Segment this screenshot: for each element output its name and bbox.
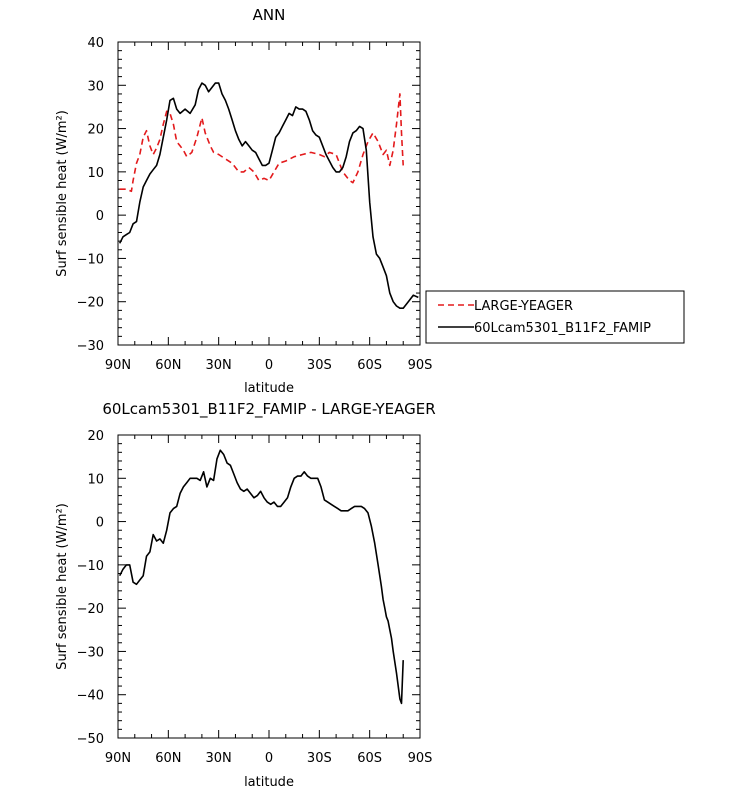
y-tick-label: −40	[77, 689, 104, 704]
x-tick-label: 90S	[408, 358, 433, 373]
y-tick-label: 20	[87, 429, 104, 444]
x-tick-label: 30S	[307, 358, 332, 373]
x-tick-label: 60S	[357, 358, 382, 373]
x-tick-label: 30N	[206, 358, 232, 373]
chart-title: 60Lcam5301_B11F2_FAMIP - LARGE-YEAGER	[102, 400, 435, 419]
y-tick-label: −20	[77, 296, 104, 311]
y-tick-label: −50	[77, 732, 104, 747]
y-tick-label: −30	[77, 645, 104, 660]
chart-panel-1: ANN −30 −20 −10 0 10 20 30 40 90N 60N 30N 0 30S 60S 90S…	[55, 6, 685, 396]
legend-label: LARGE-YEAGER	[474, 299, 573, 314]
series-line-2	[118, 82, 419, 310]
x-tick-label: 90N	[105, 751, 131, 766]
x-tick-label: 90N	[105, 358, 131, 373]
y-tick-label: 0	[96, 516, 104, 531]
x-tick-label: 30S	[307, 751, 332, 766]
x-tick-label: 0	[265, 751, 273, 766]
x-axis-label: latitude	[244, 381, 294, 396]
y-tick-label: 10	[87, 166, 104, 181]
x-axis-label: latitude	[244, 775, 294, 790]
plot-frame	[117, 41, 421, 346]
y-tick-label: −20	[77, 602, 104, 617]
x-tick-label: 0	[265, 358, 273, 373]
y-tick-label: 30	[87, 79, 104, 94]
legend-label: 60Lcam5301_B11F2_FAMIP	[474, 321, 651, 336]
y-tick-label: −10	[77, 252, 104, 267]
y-tick-label: 10	[87, 472, 104, 487]
y-tick-label: 40	[87, 36, 104, 51]
x-tick-label: 30N	[206, 751, 232, 766]
chart-panel-2: 60Lcam5301_B11F2_FAMIP - LARGE-YEAGER −50…	[55, 400, 436, 790]
x-tick-label: 60S	[357, 751, 382, 766]
legend: LARGE-YEAGER 60Lcam5301_B11F2_FAMIP	[425, 290, 685, 344]
y-tick-label: 20	[87, 123, 104, 138]
chart-title: ANN	[253, 6, 286, 24]
x-tick-label: 90S	[408, 751, 433, 766]
legend-box	[425, 290, 685, 344]
series-line-1	[118, 449, 404, 705]
x-tick-label: 60N	[155, 358, 181, 373]
y-axis-label: Surf sensible heat (W/m²)	[55, 503, 70, 670]
x-tick-label: 60N	[155, 751, 181, 766]
y-tick-label: −10	[77, 559, 104, 574]
series-line-1	[119, 93, 404, 193]
y-axis-label: Surf sensible heat (W/m²)	[55, 110, 70, 277]
y-tick-label: 0	[96, 209, 104, 224]
y-tick-label: −30	[77, 339, 104, 354]
plot-frame	[117, 434, 421, 739]
